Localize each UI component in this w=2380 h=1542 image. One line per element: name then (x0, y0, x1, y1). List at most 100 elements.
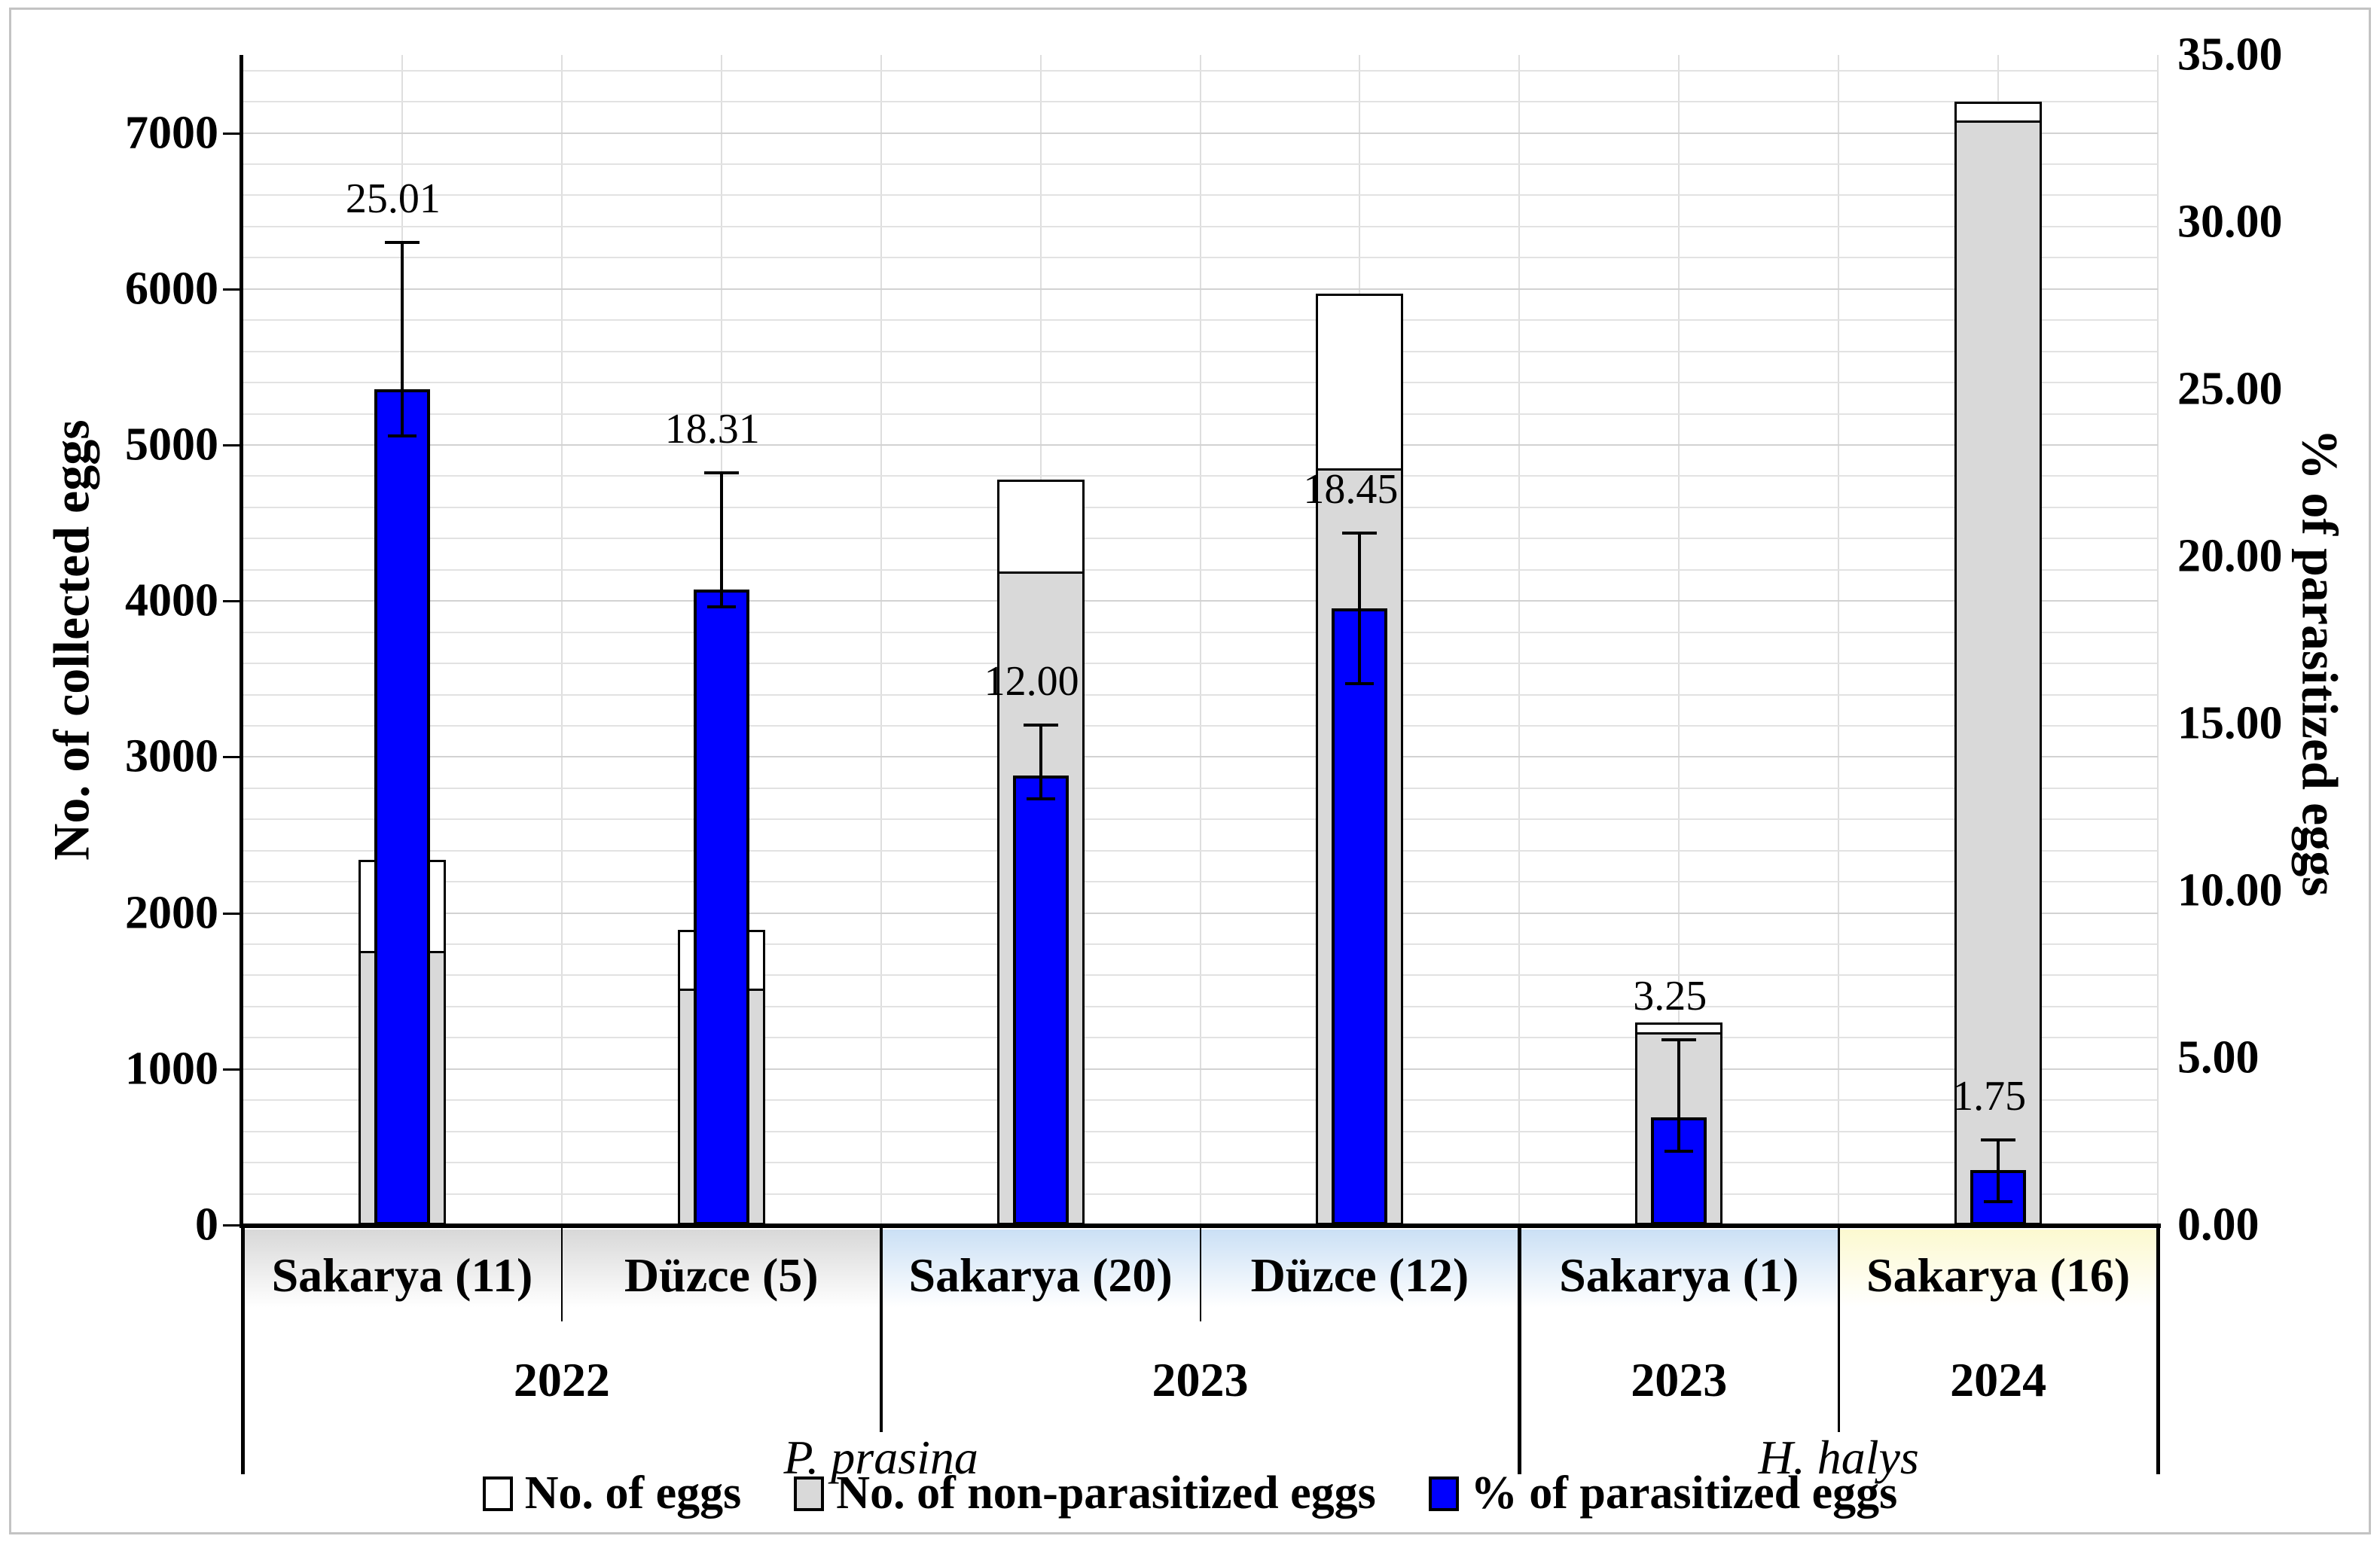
minor-gridline (243, 163, 2158, 166)
major-gridline (243, 600, 2158, 602)
parasitized-pct-bar (374, 389, 430, 1225)
minor-gridline (243, 693, 2158, 696)
non-parasitized-swatch-icon (794, 1476, 825, 1511)
pct-data-label: 1.75 (1952, 1072, 2027, 1120)
left-axis-tick (223, 756, 240, 759)
category-label: Sakarya (16) (1866, 1248, 2131, 1302)
vertical-gridline (560, 55, 563, 1225)
axis-group-divider (240, 1225, 245, 1474)
minor-gridline (243, 1193, 2158, 1195)
pct-data-label: 25.01 (345, 175, 441, 222)
minor-gridline (243, 724, 2158, 727)
error-bar-cap-bottom (1984, 1199, 2013, 1203)
minor-gridline (243, 1099, 2158, 1102)
minor-gridline (243, 69, 2158, 72)
minor-gridline (243, 475, 2158, 477)
parasitized-pct-bar (1332, 608, 1388, 1225)
category-label: Sakarya (20) (908, 1248, 1173, 1302)
major-gridline (243, 444, 2158, 446)
axis-group-divider (1517, 1225, 1521, 1474)
minor-gridline (243, 319, 2158, 322)
axis-group-divider (1837, 1225, 1840, 1432)
legend: No. of eggs No. of non-parasitized eggs … (0, 1467, 2380, 1520)
right-axis-tick-label: 5.00 (2177, 1032, 2259, 1083)
left-axis-tick-label: 5000 (125, 419, 218, 471)
category-band (1519, 1230, 1839, 1321)
left-axis-tick (223, 1068, 240, 1071)
minor-gridline (243, 818, 2158, 821)
error-bar-cap-bottom (706, 605, 736, 608)
error-bar-line (1677, 1039, 1681, 1152)
minor-gridline (243, 663, 2158, 665)
error-bar-cap-bottom (1026, 797, 1055, 800)
axis-group-divider (879, 1225, 883, 1432)
year-label: 2023 (1152, 1352, 1249, 1406)
axis-group-divider (1199, 1225, 1201, 1321)
legend-item-eggs: No. of eggs (482, 1467, 742, 1520)
pct-data-label: 18.45 (1303, 465, 1399, 513)
category-band (561, 1230, 881, 1321)
left-axis-tick-label: 6000 (125, 263, 218, 315)
legend-label: % of parasitized eggs (1470, 1467, 1898, 1519)
category-band (1200, 1230, 1520, 1321)
minor-gridline (243, 787, 2158, 789)
left-axis-tick (223, 444, 240, 446)
year-label: 2022 (513, 1352, 610, 1406)
vertical-gridline (2157, 55, 2159, 1225)
non-parasitized-bar (1954, 120, 2043, 1225)
right-axis-tick-label: 15.00 (2177, 697, 2283, 749)
left-axis-tick-label: 1000 (125, 1043, 218, 1095)
left-axis-tick (223, 1224, 240, 1227)
minor-gridline (243, 194, 2158, 197)
legend-label: No. of non-parasitized eggs (836, 1467, 1376, 1519)
pct-data-label: 12.00 (984, 658, 1079, 705)
error-bar-line (1997, 1139, 2000, 1202)
parasitized-pct-bar (693, 590, 749, 1225)
left-axis-tick (223, 600, 240, 603)
species-label: P. prasina (783, 1431, 978, 1484)
parasitized-pct-bar (1012, 775, 1069, 1225)
axis-group-divider (560, 1225, 563, 1321)
major-gridline (243, 288, 2158, 290)
minor-gridline (243, 101, 2158, 103)
minor-gridline (243, 943, 2158, 946)
right-axis-tick-label: 30.00 (2177, 196, 2283, 248)
pct-data-label: 18.31 (664, 406, 760, 453)
category-label: Sakarya (11) (271, 1248, 533, 1302)
category-label: Düzce (12) (1250, 1248, 1469, 1302)
major-gridline (243, 756, 2158, 758)
legend-label: No. of eggs (524, 1467, 742, 1519)
minor-gridline (243, 631, 2158, 633)
category-band (880, 1230, 1201, 1321)
left-axis-tick (223, 132, 240, 135)
minor-gridline (243, 1005, 2158, 1007)
error-bar-cap-top (1981, 1138, 2016, 1141)
minor-gridline (243, 413, 2158, 415)
year-label: 2023 (1631, 1352, 1728, 1406)
right-axis-tick-label: 0.00 (2177, 1199, 2259, 1251)
major-gridline (243, 1068, 2158, 1070)
vertical-gridline (1518, 55, 1521, 1225)
minor-gridline (243, 849, 2158, 852)
category-label: Sakarya (1) (1559, 1248, 1799, 1302)
right-axis-title: % of parasitized eggs (2291, 428, 2349, 897)
species-label: H. halys (1758, 1431, 1919, 1484)
left-axis-title: No. of collected eggs (42, 419, 100, 861)
category-band (1838, 1230, 2158, 1321)
pct-data-label: 3.25 (1633, 972, 1707, 1019)
legend-item-non-parasitized: No. of non-parasitized eggs (794, 1467, 1376, 1520)
left-axis-tick-label: 7000 (125, 107, 218, 159)
minor-gridline (243, 568, 2158, 571)
left-axis-tick-label: 4000 (125, 574, 218, 626)
error-bar-cap-top (703, 471, 739, 474)
error-bar-line (400, 242, 404, 437)
error-bar-cap-top (1342, 531, 1378, 535)
legend-item-parasitized-pct: % of parasitized eggs (1428, 1467, 1898, 1520)
vertical-gridline (1199, 55, 1201, 1225)
category-band (243, 1230, 562, 1321)
error-bar-cap-bottom (387, 434, 416, 438)
figure-border (9, 8, 2371, 1534)
minor-gridline (243, 257, 2158, 259)
minor-gridline (243, 1162, 2158, 1164)
right-axis-tick-label: 25.00 (2177, 363, 2283, 415)
